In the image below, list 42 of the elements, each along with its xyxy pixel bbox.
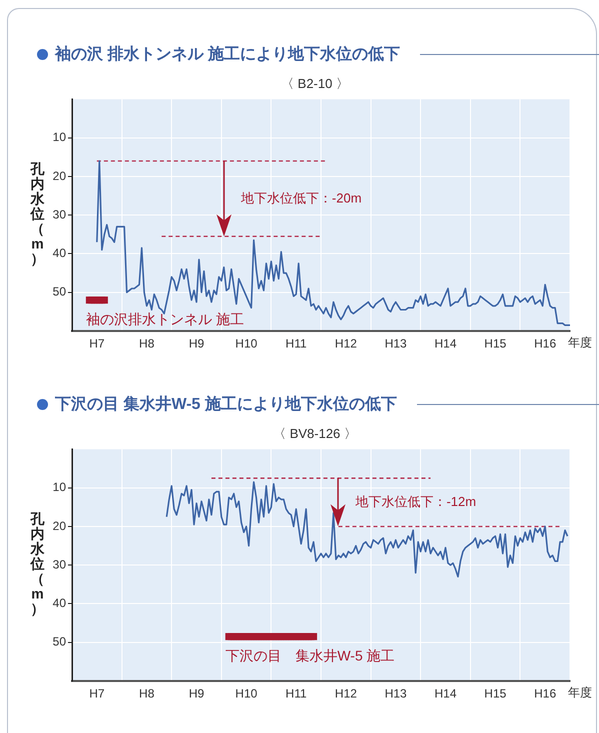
chart-subtitle: 〈 B2-10 〉	[281, 75, 349, 93]
y-tick-label: 40	[52, 246, 66, 260]
x-tick-label: H14	[434, 686, 457, 701]
x-tick-label: H13	[384, 336, 408, 351]
chart-title: 下沢の目 集水井W-5 施工により地下水位の低下	[55, 394, 397, 414]
x-tick-label: H9	[188, 686, 204, 701]
x-tick-label: H7	[89, 686, 105, 701]
x-axis-title: 年度	[568, 685, 592, 700]
y-tick-label: 30	[52, 557, 66, 572]
x-tick-label: H7	[89, 336, 105, 351]
y-axis-title: 孔内水位（m）	[29, 160, 46, 266]
y-tick-label: 40	[52, 596, 66, 610]
annotation: 地下水位低下：-12m	[354, 494, 476, 509]
x-tick-label: H10	[235, 686, 258, 701]
chart-title: 袖の沢 排水トンネル 施工により地下水位の低下	[55, 44, 400, 64]
chart-subtitle: 〈 BV8-126 〉	[273, 425, 357, 443]
annotation: 地下水位低下：-20m	[240, 190, 362, 206]
x-tick-label: H15	[484, 336, 507, 351]
x-tick-label: H11	[286, 336, 307, 351]
y-tick-label: 30	[52, 207, 66, 222]
series-label: 袖の沢排水トンネル 施工	[86, 310, 244, 327]
x-tick-label: H11	[286, 686, 307, 701]
x-tick-label: H8	[139, 336, 155, 351]
series-label: 下沢の目 集水井W-5 施工	[225, 647, 395, 664]
y-axis-title: 孔内水位（m）	[29, 510, 46, 616]
x-tick-label: H14	[434, 336, 457, 351]
x-tick-label: H13	[384, 686, 408, 701]
y-tick-label: 10	[52, 130, 66, 144]
x-tick-label: H8	[139, 686, 155, 701]
x-tick-label: H16	[534, 336, 556, 351]
y-tick-label: 20	[52, 518, 66, 533]
x-tick-label: H12	[334, 686, 358, 701]
x-axis-title: 年度	[568, 335, 592, 350]
x-tick-label: H16	[534, 686, 556, 701]
y-tick-label: 20	[52, 168, 66, 183]
y-tick-label: 50	[52, 284, 66, 299]
x-tick-label: H15	[484, 686, 507, 701]
y-tick-label: 50	[52, 634, 66, 649]
x-tick-label: H10	[235, 336, 258, 351]
x-tick-label: H9	[188, 336, 204, 351]
x-tick-label: H12	[334, 336, 358, 351]
y-tick-label: 10	[52, 480, 66, 494]
